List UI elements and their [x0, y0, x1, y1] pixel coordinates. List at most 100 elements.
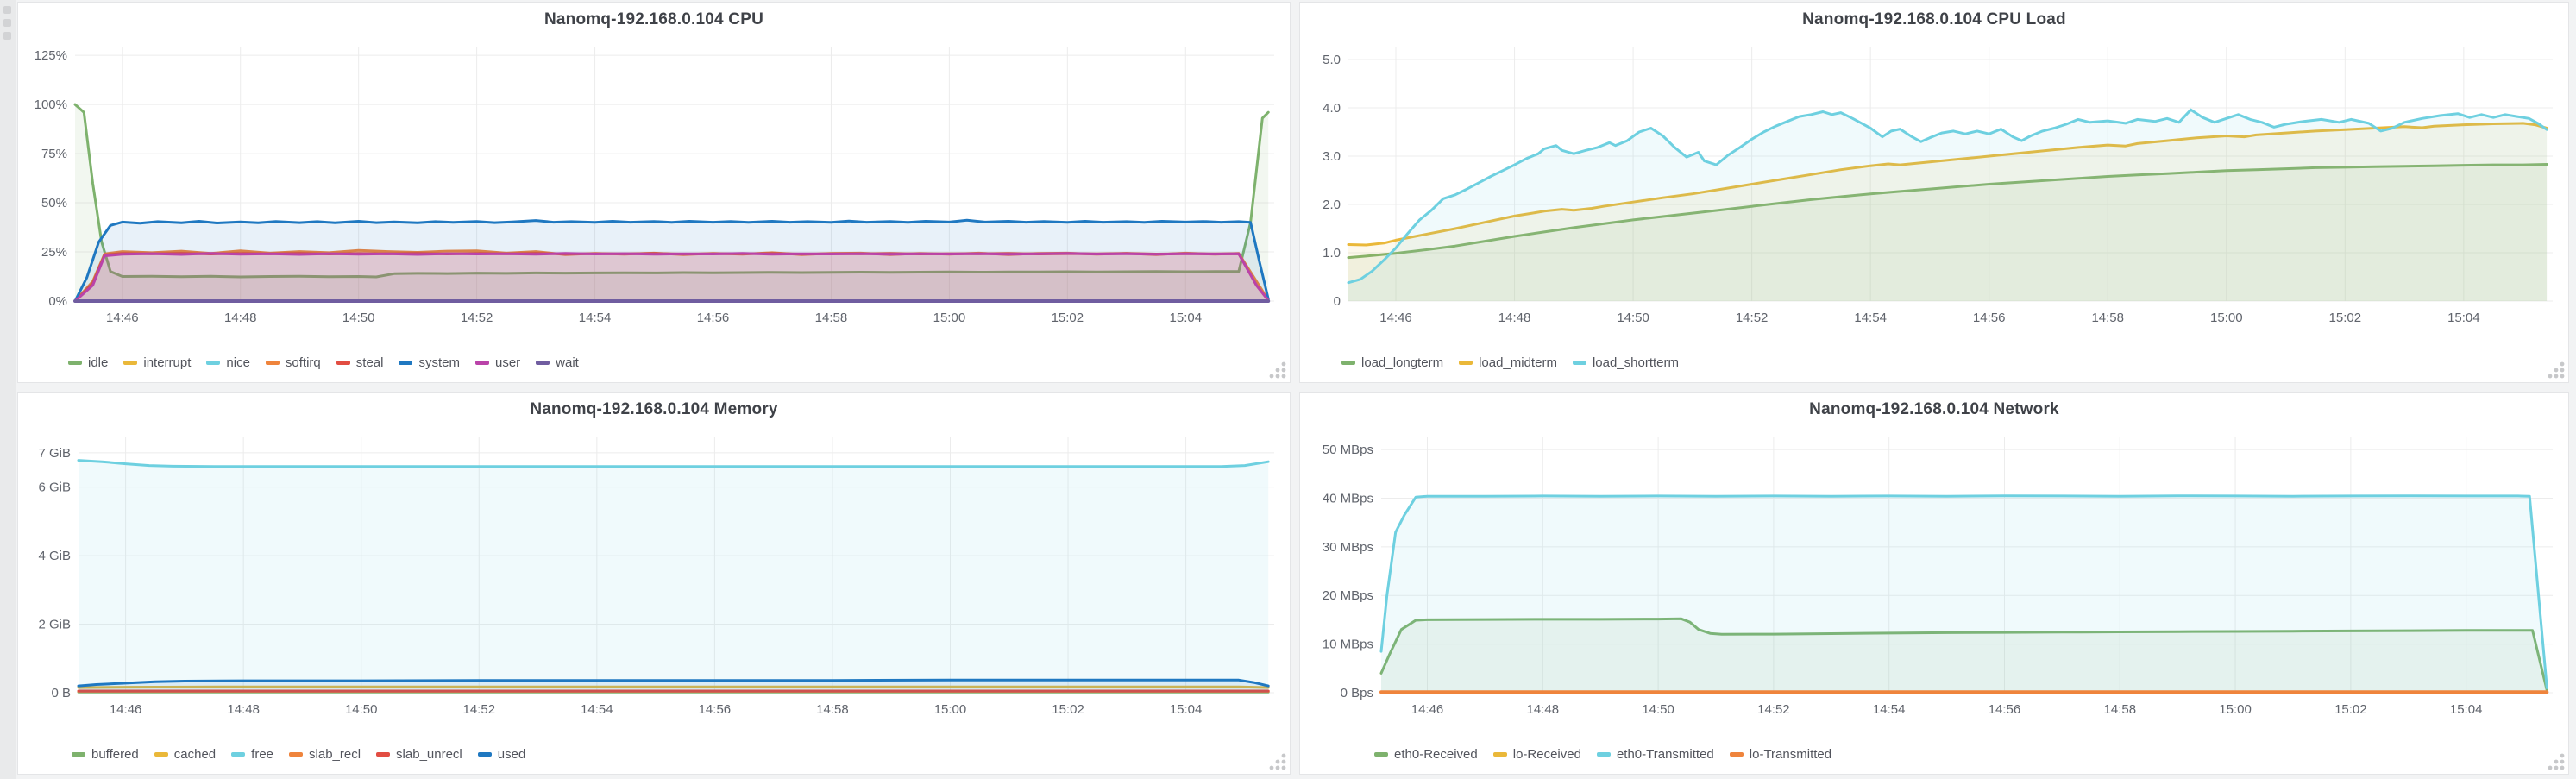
legend-item-load_longterm[interactable]: load_longterm [1341, 355, 1443, 370]
legend-item-slab_recl[interactable]: slab_recl [289, 747, 361, 762]
row-drag-handle[interactable] [0, 0, 16, 40]
panel-title-network[interactable]: Nanomq-192.168.0.104 Network [1809, 400, 2059, 418]
legend-item-slab_unrecl[interactable]: slab_unrecl [376, 747, 462, 762]
legend-item-load_shortterm[interactable]: load_shortterm [1572, 355, 1679, 370]
x-axis-tick-label: 14:58 [816, 702, 849, 717]
series-area-system [75, 220, 1269, 301]
legend-label: idle [88, 355, 109, 370]
legend-swatch-icon [72, 752, 85, 757]
legend-label: nice [226, 355, 250, 370]
series-line-user [73, 252, 1270, 303]
panel-title-memory[interactable]: Nanomq-192.168.0.104 Memory [530, 400, 778, 418]
legend-swatch-icon [1596, 752, 1611, 757]
series-line-eth0-Received [1379, 617, 2548, 692]
x-axis-tick-label: 14:48 [227, 702, 260, 717]
legend-swatch-icon [536, 361, 550, 365]
chart-canvas[interactable]: 0 Bps 10 MBps 20 MBps 30 MBps 40 MBps 50 MBps… [1307, 425, 2561, 722]
cpu-chart-area[interactable]: 0% 25% 50% 75% 100% 125% 14:46 14:48 14:50 14:52 1… [25, 35, 1283, 330]
legend-item-idle[interactable]: idle [68, 355, 108, 370]
legend-swatch-icon [474, 361, 489, 365]
y-axis-tick-label: 0% [48, 294, 67, 309]
legend-swatch-icon [399, 361, 413, 365]
panel-resize-handle-icon[interactable] [1267, 360, 1286, 379]
legend-item-eth0-Transmitted[interactable]: eth0-Transmitted [1596, 747, 1714, 762]
memory-chart-area[interactable]: 0 B 2 GiB 4 GiB 6 GiB 7 GiB 14:46 14:48 14:50 14… [25, 425, 1283, 722]
legend-label: eth0-Received [1394, 747, 1478, 762]
legend-swatch-icon [154, 752, 168, 757]
side-strip [0, 0, 16, 779]
legend-item-softirq[interactable]: softirq [265, 355, 321, 370]
chart-canvas[interactable]: 0% 25% 50% 75% 100% 125% 14:46 14:48 14:50 14:52 1… [25, 35, 1283, 330]
y-axis-tick-label: 6 GiB [38, 481, 71, 495]
y-axis-tick-label: 20 MBps [1323, 588, 1373, 603]
legend-item-wait[interactable]: wait [536, 355, 579, 370]
legend-item-steal[interactable]: steal [336, 355, 384, 370]
drag-dot-icon [3, 6, 11, 14]
legend-swatch-icon [1492, 752, 1507, 757]
drag-dot-icon [3, 32, 11, 40]
series-area-idle [75, 104, 1269, 301]
legend-label: slab_unrecl [396, 747, 462, 762]
legend-swatch-icon [1729, 752, 1744, 757]
x-axis-tick-label: 14:46 [1379, 311, 1412, 325]
chart-canvas[interactable]: 0 B 2 GiB 4 GiB 6 GiB 7 GiB 14:46 14:48 14:50 14… [25, 425, 1283, 722]
legend-swatch-icon [68, 361, 82, 365]
series-area-load_shortterm [1348, 110, 2548, 301]
legend-item-nice[interactable]: nice [206, 355, 250, 370]
legend-label: steal [355, 355, 384, 370]
series-line-free [77, 459, 1270, 468]
legend-item-user[interactable]: user [474, 355, 520, 370]
cpu-load-legend: load_longterm load_midterm load_shortterm [1300, 355, 2568, 370]
legend-label: eth0-Transmitted [1616, 747, 1714, 762]
legend-item-system[interactable]: system [399, 355, 460, 370]
legend-label: softirq [285, 355, 321, 370]
legend-swatch-icon [1459, 361, 1473, 365]
legend-label: used [497, 747, 526, 762]
legend-item-cached[interactable]: cached [154, 747, 216, 762]
cpu-load-chart-area[interactable]: 0 1.0 2.0 3.0 4.0 5.0 14:46 14:48 14:50 14:52 14:5… [1307, 35, 2561, 330]
series-line-used [77, 678, 1270, 688]
legend-swatch-icon [123, 361, 138, 365]
panel-title-cpu[interactable]: Nanomq-192.168.0.104 CPU [543, 10, 764, 28]
network-legend: eth0-Received lo-Received eth0-Transmitted… [1300, 747, 2568, 762]
y-axis-tick-label: 40 MBps [1323, 491, 1373, 506]
series-area-softirq [75, 250, 1269, 301]
x-axis-tick-label: 14:56 [1973, 311, 2006, 325]
legend-swatch-icon [265, 361, 280, 365]
y-axis-tick-label: 2 GiB [38, 618, 71, 632]
panel-resize-handle-icon[interactable] [1267, 751, 1286, 770]
x-axis-tick-label: 14:56 [697, 311, 730, 325]
legend-item-lo-Received[interactable]: lo-Received [1492, 747, 1581, 762]
y-axis-tick-label: 4 GiB [38, 549, 71, 563]
x-axis-tick-label: 15:00 [933, 311, 966, 325]
panel-resize-handle-icon[interactable] [2546, 360, 2565, 379]
y-axis-tick-label: 50% [41, 196, 67, 210]
x-axis-tick-label: 15:04 [1170, 311, 1203, 325]
legend-swatch-icon [206, 361, 221, 365]
legend-label: cached [173, 747, 217, 762]
panel-memory: Nanomq-192.168.0.104 Memory 0 B 2 GiB 4 Gi… [17, 392, 1291, 775]
series-area-free [79, 460, 1269, 693]
x-axis-tick-label: 14:50 [345, 702, 378, 717]
chart-canvas[interactable]: 0 1.0 2.0 3.0 4.0 5.0 14:46 14:48 14:50 14:52 14:5… [1307, 35, 2561, 330]
network-chart-area[interactable]: 0 Bps 10 MBps 20 MBps 30 MBps 40 MBps 50 MBps… [1307, 425, 2561, 722]
panel-resize-handle-icon[interactable] [2546, 751, 2565, 770]
legend-label: interrupt [143, 355, 192, 370]
legend-swatch-icon [336, 361, 350, 365]
x-axis-tick-label: 14:50 [1617, 311, 1649, 325]
x-axis-tick-label: 15:04 [2450, 702, 2483, 717]
series-area-eth0-Received [1381, 619, 2548, 693]
legend-item-buffered[interactable]: buffered [72, 747, 139, 762]
legend-item-load_midterm[interactable]: load_midterm [1459, 355, 1557, 370]
series-area-eth0-Transmitted [1381, 495, 2548, 693]
x-axis-tick-label: 14:58 [2091, 311, 2124, 325]
x-axis-tick-label: 14:52 [1757, 702, 1790, 717]
panel-title-cpu-load[interactable]: Nanomq-192.168.0.104 CPU Load [1802, 10, 2066, 28]
x-axis-tick-label: 15:02 [2334, 702, 2367, 717]
legend-item-interrupt[interactable]: interrupt [123, 355, 191, 370]
legend-item-eth0-Received[interactable]: eth0-Received [1374, 747, 1478, 762]
legend-item-used[interactable]: used [477, 747, 526, 762]
legend-item-free[interactable]: free [231, 747, 273, 762]
legend-item-lo-Transmitted[interactable]: lo-Transmitted [1729, 747, 1831, 762]
x-axis-tick-label: 14:58 [2104, 702, 2137, 717]
